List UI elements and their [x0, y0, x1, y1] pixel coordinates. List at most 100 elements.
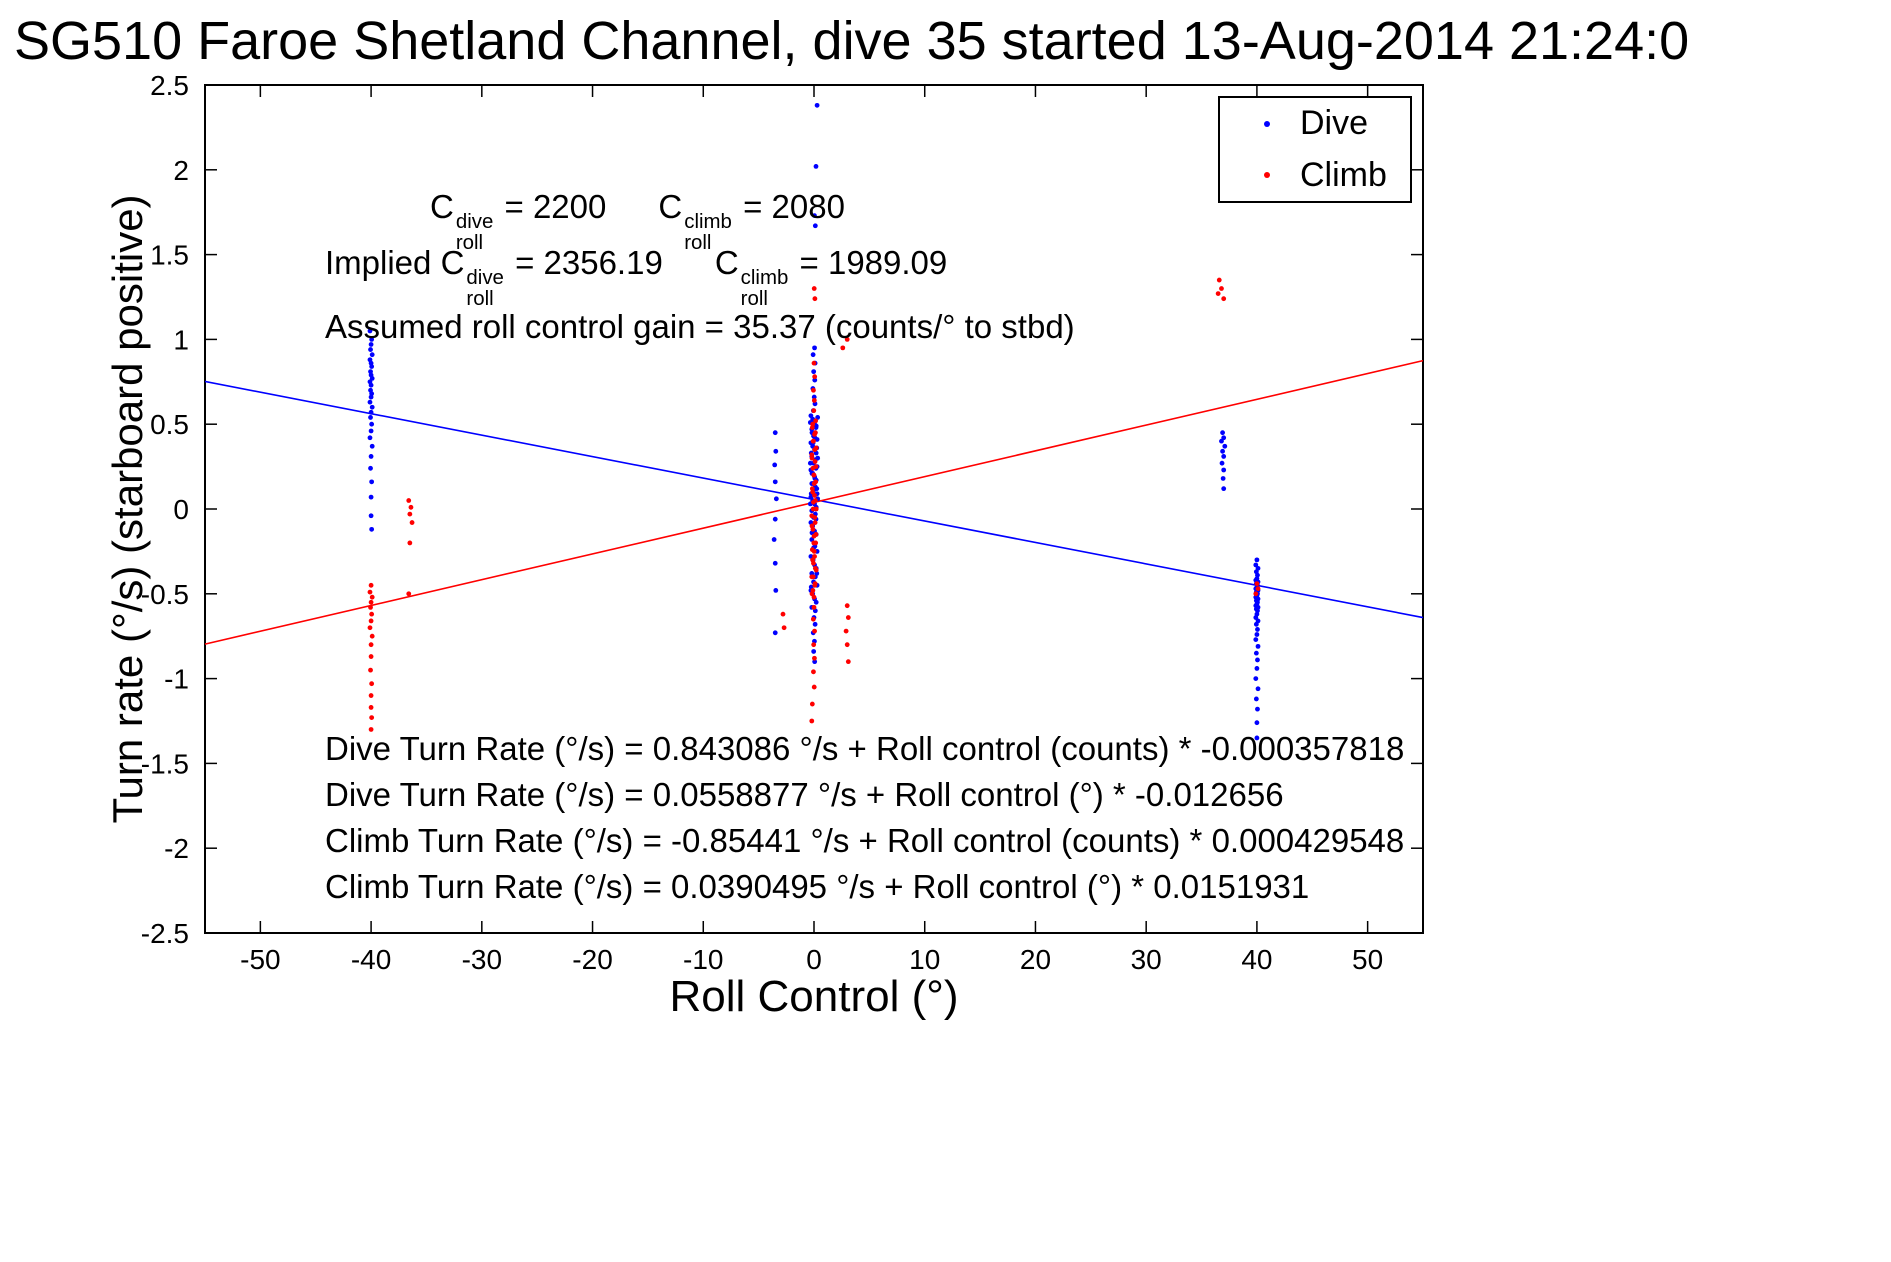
data-point — [771, 537, 777, 542]
data-point — [369, 715, 375, 721]
legend-item-dive: Dive — [1220, 98, 1410, 150]
data-point — [811, 669, 816, 675]
data-point — [772, 516, 778, 522]
data-point — [843, 628, 849, 634]
data-point — [1253, 591, 1259, 597]
data-point — [369, 337, 375, 342]
annotation-roll-gain: Assumed roll control gain = 35.37 (count… — [325, 308, 1075, 345]
data-point — [845, 659, 851, 665]
data-point — [814, 486, 820, 492]
data-point — [780, 611, 786, 617]
data-point — [812, 377, 818, 383]
data-point — [812, 515, 818, 520]
x-axis-label: Roll Control (°) — [669, 972, 959, 1021]
data-point — [1219, 438, 1224, 444]
y-tick-label: 1.5 — [150, 240, 189, 271]
data-point — [812, 520, 818, 525]
y-tick-label: -2.5 — [141, 918, 189, 949]
x-tick-label: -20 — [572, 944, 612, 975]
data-point — [407, 540, 413, 546]
data-point — [369, 479, 375, 485]
data-point — [811, 642, 817, 648]
x-tick-label: 20 — [1020, 944, 1051, 975]
data-point — [369, 633, 375, 639]
superscript-climb: climb — [684, 210, 732, 234]
y-tick-label: -2 — [164, 833, 189, 864]
data-point — [1253, 696, 1259, 702]
data-point — [812, 582, 818, 588]
data-point — [1221, 486, 1227, 492]
data-point — [811, 540, 817, 546]
annotation-climb-fit-degrees: Climb Turn Rate (°/s) = 0.0390495 °/s + … — [325, 868, 1310, 905]
data-point — [773, 588, 779, 593]
data-point — [812, 498, 818, 503]
data-point — [368, 642, 374, 648]
data-point — [812, 345, 817, 351]
chart-title: SG510 Faroe Shetland Channel, dive 35 st… — [14, 11, 1690, 71]
data-point — [781, 625, 787, 631]
data-point — [368, 654, 374, 659]
data-point — [369, 404, 375, 410]
data-point — [1253, 650, 1259, 656]
data-point — [809, 701, 815, 707]
data-point — [844, 337, 850, 342]
subscript-roll: roll — [684, 231, 712, 255]
data-point — [811, 360, 817, 366]
data-point — [1254, 581, 1260, 587]
data-point — [813, 599, 819, 605]
data-point — [368, 667, 373, 673]
data-point — [1220, 430, 1225, 436]
y-tick-label: 2.5 — [150, 70, 189, 101]
data-point — [840, 345, 846, 351]
data-point — [369, 611, 375, 617]
data-point — [368, 342, 374, 347]
y-tick-label: 0 — [173, 494, 189, 525]
data-point — [369, 352, 375, 358]
subscript-roll: roll — [455, 231, 484, 255]
data-point — [369, 443, 375, 449]
data-point — [811, 398, 817, 403]
annotation-dive-fit-degrees: Dive Turn Rate (°/s) = 0.0558877 °/s + R… — [325, 776, 1284, 813]
data-point — [810, 616, 816, 622]
x-tick-label: 40 — [1241, 944, 1272, 975]
data-point — [813, 532, 819, 537]
data-point — [1221, 467, 1227, 473]
data-point — [810, 352, 816, 358]
data-point — [1254, 557, 1260, 563]
data-point — [844, 603, 850, 609]
y-tick-label: -1.5 — [141, 748, 189, 779]
data-point — [811, 394, 817, 400]
x-tick-label: -30 — [462, 944, 502, 975]
data-point — [772, 462, 778, 468]
legend: Dive Climb — [1218, 96, 1412, 203]
annotation-dive-fit-counts: Dive Turn Rate (°/s) = 0.843086 °/s + Ro… — [325, 730, 1405, 767]
data-point — [812, 374, 818, 380]
data-point — [811, 684, 817, 690]
data-point — [1255, 686, 1261, 692]
legend-label-dive: Dive — [1300, 104, 1369, 143]
data-point — [1219, 460, 1225, 466]
data-point — [369, 594, 375, 600]
x-tick-label: -10 — [683, 944, 723, 975]
x-tick-label: 10 — [909, 944, 940, 975]
data-point — [773, 448, 779, 454]
data-point — [810, 438, 816, 444]
data-point — [367, 435, 373, 441]
data-point — [368, 382, 374, 388]
data-point — [369, 681, 375, 687]
data-point — [1222, 443, 1228, 449]
superscript-dive: dive — [466, 266, 504, 290]
data-point — [1255, 627, 1260, 632]
data-point — [807, 460, 813, 466]
data-point — [810, 506, 816, 512]
data-point — [809, 523, 815, 529]
y-tick-label: 2 — [173, 155, 189, 186]
data-point — [1254, 735, 1260, 741]
data-point — [1221, 454, 1227, 459]
